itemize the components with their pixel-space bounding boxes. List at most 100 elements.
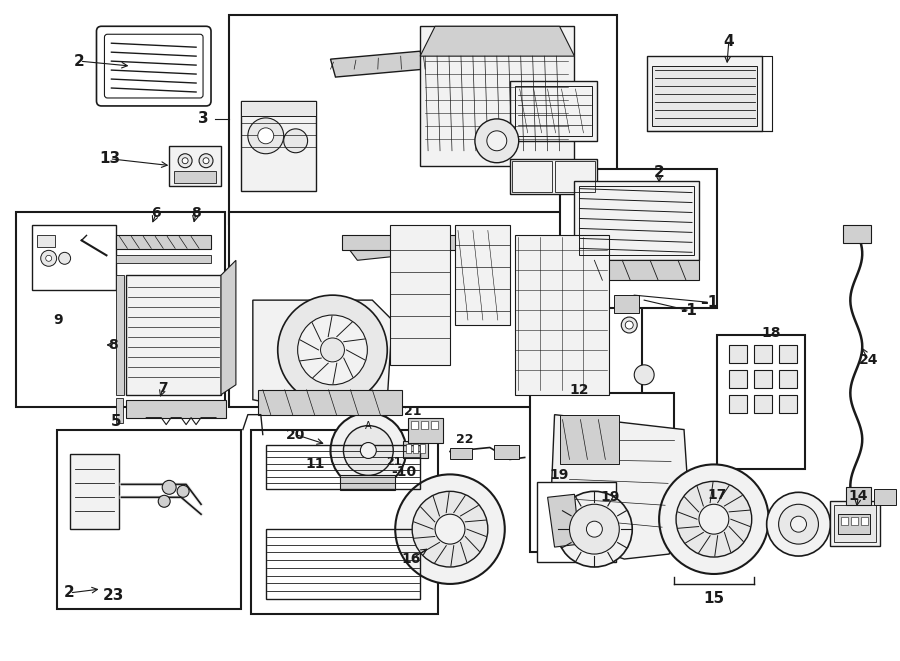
Circle shape: [182, 158, 188, 164]
Bar: [340, 475, 395, 490]
Circle shape: [778, 504, 818, 544]
Circle shape: [435, 514, 465, 544]
Bar: [450, 447, 472, 459]
Circle shape: [284, 129, 308, 153]
Bar: [554, 161, 596, 192]
Circle shape: [178, 154, 192, 168]
Circle shape: [40, 251, 57, 266]
Circle shape: [330, 412, 406, 488]
Text: 2: 2: [74, 54, 85, 69]
Bar: [512, 161, 552, 192]
Bar: [729, 370, 747, 388]
Circle shape: [587, 521, 602, 537]
Bar: [116, 398, 123, 422]
Bar: [116, 275, 124, 395]
Bar: [266, 444, 420, 489]
Bar: [16, 212, 225, 407]
Bar: [175, 171, 216, 182]
Bar: [615, 295, 639, 313]
Text: 4: 4: [724, 34, 734, 49]
Circle shape: [626, 321, 634, 329]
Text: 24: 24: [859, 353, 878, 367]
Bar: [391, 225, 450, 365]
Text: 14: 14: [849, 489, 868, 503]
Text: 5: 5: [111, 414, 122, 429]
Circle shape: [570, 504, 619, 554]
Bar: [421, 420, 428, 428]
Bar: [229, 212, 643, 407]
Text: 11: 11: [306, 457, 325, 471]
Bar: [343, 235, 457, 251]
Bar: [126, 400, 226, 418]
Text: -10: -10: [392, 465, 417, 479]
Text: 15: 15: [703, 592, 724, 606]
Circle shape: [298, 315, 367, 385]
Text: -1: -1: [680, 303, 698, 317]
Bar: [32, 225, 116, 290]
Bar: [874, 489, 896, 505]
Bar: [116, 255, 211, 263]
Bar: [574, 260, 699, 280]
Circle shape: [177, 485, 189, 497]
Bar: [717, 335, 805, 469]
Bar: [509, 81, 598, 141]
Bar: [753, 345, 771, 363]
Bar: [530, 393, 674, 552]
Text: 21: 21: [386, 457, 402, 467]
Circle shape: [487, 131, 507, 151]
Bar: [861, 517, 868, 525]
Bar: [509, 159, 598, 194]
Bar: [753, 370, 771, 388]
Bar: [455, 225, 509, 325]
Bar: [69, 455, 120, 529]
Circle shape: [790, 516, 806, 532]
Bar: [413, 444, 418, 453]
Bar: [494, 444, 518, 459]
Text: 18: 18: [762, 326, 781, 340]
Bar: [839, 514, 870, 534]
Circle shape: [360, 442, 376, 459]
FancyBboxPatch shape: [96, 26, 211, 106]
Text: A: A: [365, 420, 372, 430]
Text: 3: 3: [198, 112, 209, 126]
Bar: [729, 345, 747, 363]
Bar: [753, 395, 771, 412]
Text: 20: 20: [286, 428, 305, 442]
Bar: [515, 86, 592, 136]
Text: 8: 8: [109, 338, 118, 352]
Bar: [834, 505, 877, 542]
Bar: [831, 501, 880, 546]
Bar: [778, 370, 796, 388]
Bar: [842, 517, 849, 525]
Circle shape: [659, 465, 769, 574]
Text: 19: 19: [600, 490, 620, 504]
Circle shape: [248, 118, 284, 154]
Bar: [843, 225, 871, 243]
Bar: [778, 345, 796, 363]
Text: 2: 2: [653, 165, 664, 180]
Polygon shape: [547, 494, 580, 547]
Polygon shape: [253, 300, 392, 410]
Text: 6: 6: [151, 206, 161, 221]
Bar: [778, 395, 796, 412]
Bar: [851, 517, 859, 525]
Bar: [251, 430, 438, 614]
Bar: [241, 101, 316, 116]
Bar: [241, 101, 316, 190]
Polygon shape: [550, 414, 689, 559]
Bar: [116, 235, 211, 249]
Bar: [266, 529, 420, 599]
Circle shape: [58, 253, 70, 264]
Bar: [431, 420, 438, 428]
Text: 17: 17: [707, 488, 726, 502]
Bar: [536, 483, 616, 562]
Bar: [411, 420, 418, 428]
Text: 12: 12: [570, 383, 590, 397]
Circle shape: [699, 504, 729, 534]
Circle shape: [257, 128, 274, 144]
Text: 2: 2: [64, 586, 75, 600]
Bar: [515, 235, 609, 395]
Circle shape: [320, 338, 345, 362]
Bar: [420, 444, 425, 453]
Circle shape: [162, 481, 176, 494]
